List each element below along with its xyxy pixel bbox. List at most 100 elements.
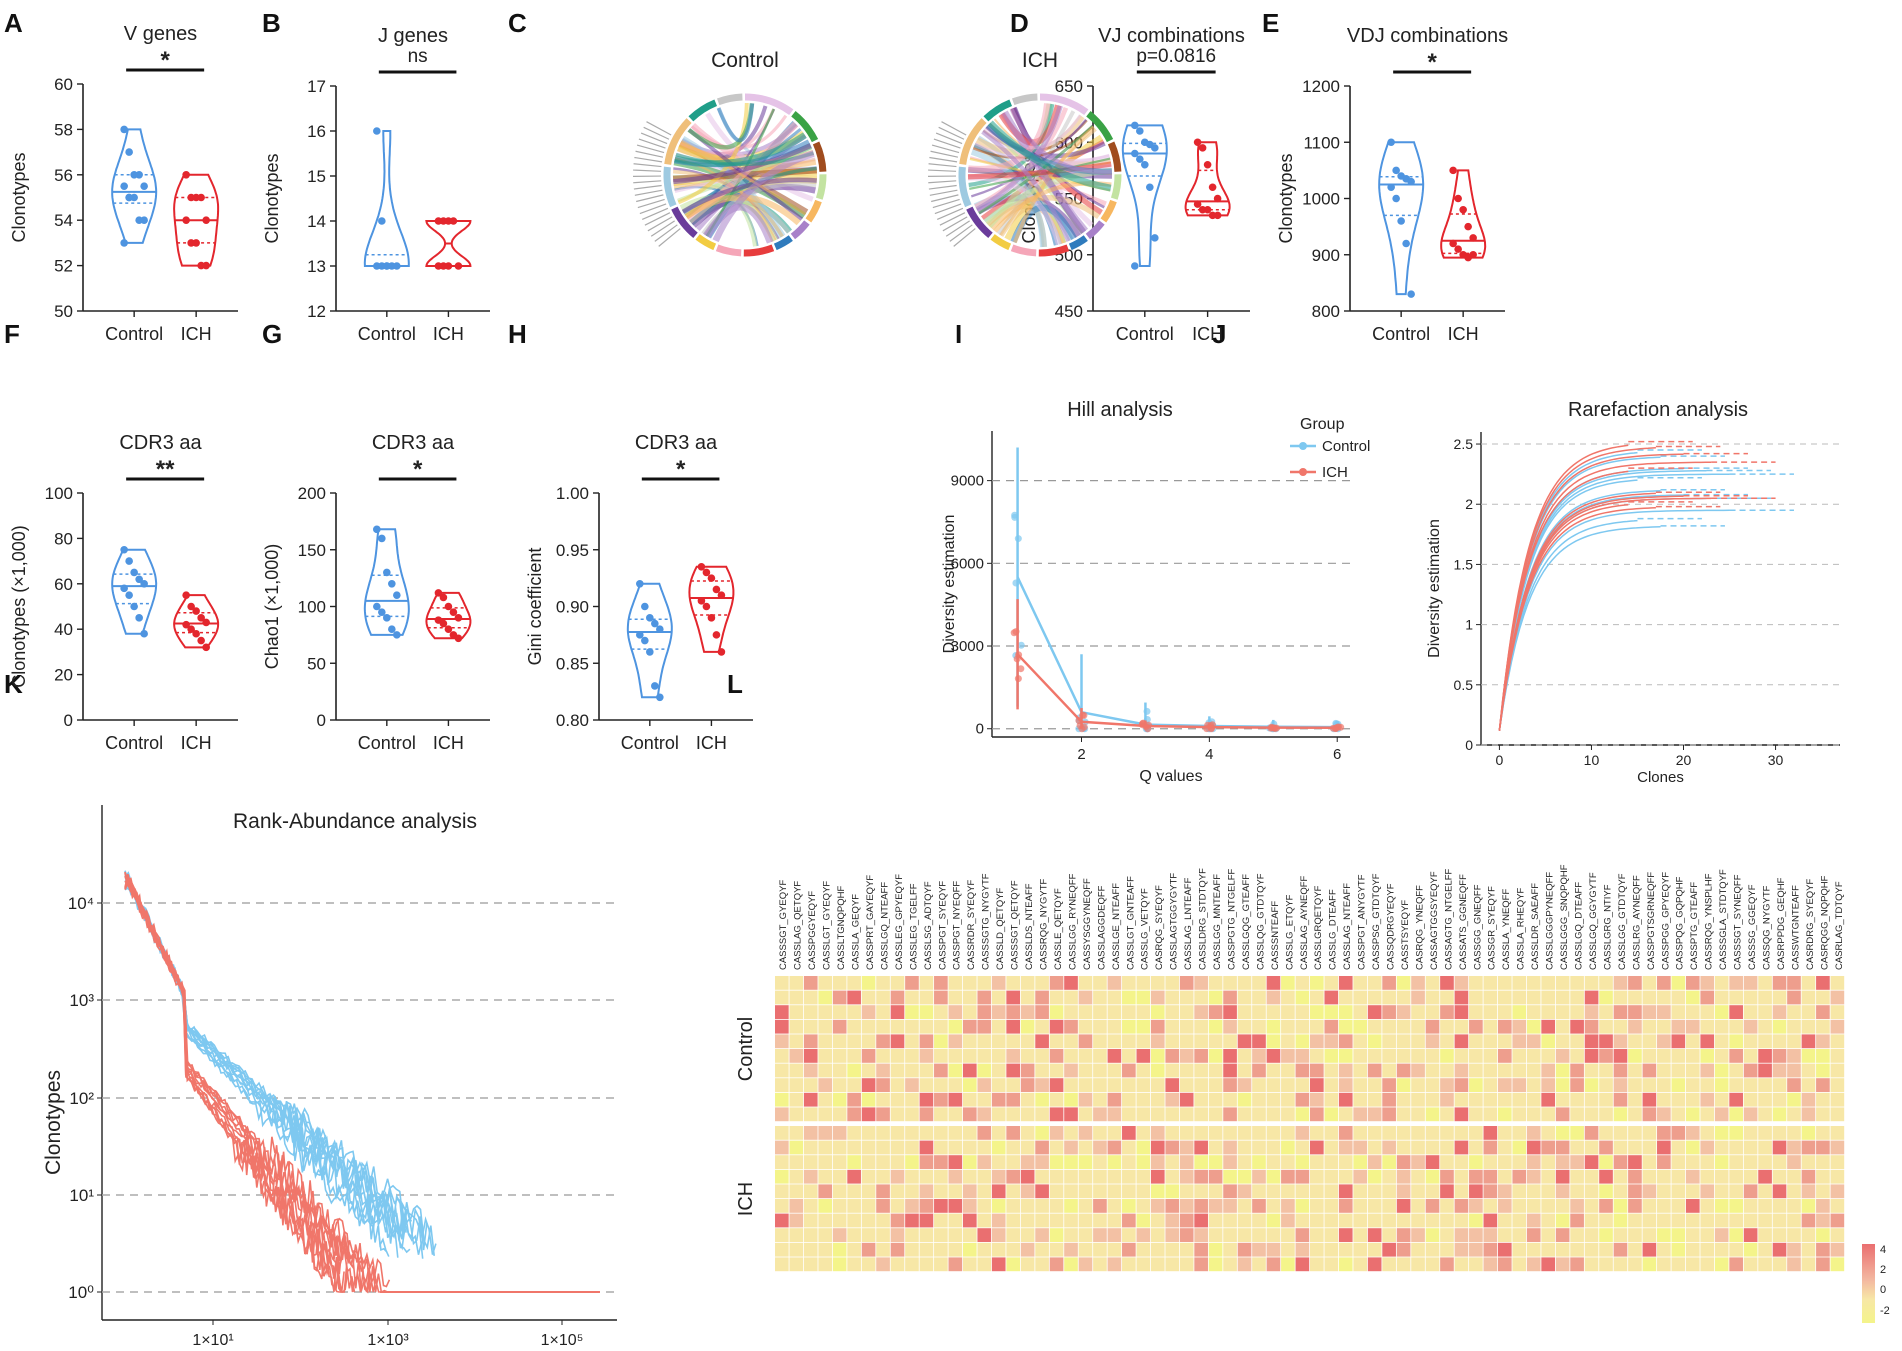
y-tick-label: 80: [54, 529, 73, 548]
rank-abundance-panel: Rank-Abundance analysis10⁰10¹10²10³10⁴1×…: [42, 805, 617, 1349]
heatmap-cell: [1064, 1199, 1078, 1213]
heatmap-cell: [1295, 1019, 1310, 1034]
heatmap-cell: [1584, 1155, 1599, 1169]
heatmap-cell: [1324, 1140, 1339, 1155]
heatmap-cell: [832, 1257, 847, 1272]
heatmap-cell: [948, 1169, 963, 1184]
data-point: [717, 648, 726, 656]
heatmap-cell: [1382, 1126, 1396, 1140]
heatmap-cell: [1078, 1199, 1093, 1213]
heatmap-cell: [1194, 1078, 1208, 1092]
chord-label-mark: [635, 150, 664, 158]
heatmap-cell: [991, 990, 1006, 1005]
chord-label-mark: [639, 203, 667, 215]
heatmap-cell: [1310, 1019, 1324, 1034]
heatmap-cell: [1150, 1092, 1165, 1107]
heatmap-cell: [1787, 1140, 1801, 1155]
heatmap-cell: [1266, 1155, 1281, 1169]
heatmap-cell: [818, 1155, 833, 1169]
heatmap-cell: [1700, 1140, 1715, 1155]
heatmap-cell: [1671, 1169, 1686, 1184]
heatmap-cell: [1035, 1213, 1049, 1228]
heatmap-cell: [832, 1078, 847, 1092]
heatmap-cell: [919, 1078, 934, 1092]
y-tick-label: 1: [1465, 617, 1473, 633]
x-tick-label: ICH: [181, 324, 212, 344]
y-tick-label: 50: [54, 302, 73, 321]
heatmap-cell: [1584, 1228, 1599, 1242]
heatmap-cell: [1237, 1005, 1252, 1019]
heatmap-cell: [1295, 1242, 1310, 1257]
heatmap-cell: [1787, 1213, 1801, 1228]
heatmap-cell: [1714, 1155, 1729, 1169]
chord-label-mark: [949, 224, 973, 242]
heatmap-cell: [1107, 990, 1122, 1005]
heatmap-cell: [1570, 1019, 1584, 1034]
heatmap-cell: [1483, 1078, 1498, 1092]
data-point: [1203, 160, 1212, 169]
heatmap-cell: [1772, 1213, 1787, 1228]
heatmap-cell: [1483, 1242, 1498, 1257]
heatmap-column-label: CASSLA_YNEQFF: [1501, 889, 1512, 970]
heatmap-cell: [789, 1126, 804, 1140]
heatmap-cell: [803, 1213, 818, 1228]
heatmap-cell: [803, 1140, 818, 1155]
heatmap-column-label: CASSAGTGGSYEQYF: [1429, 871, 1440, 970]
heatmap-cell: [775, 1199, 789, 1213]
heatmap-cell: [789, 1213, 804, 1228]
heatmap-cell: [1440, 1155, 1454, 1169]
heatmap-cell: [1266, 976, 1281, 990]
heatmap-cell: [1252, 1034, 1266, 1049]
heatmap-cell: [1830, 1049, 1845, 1063]
chord-label-mark: [633, 180, 662, 184]
heatmap-cell: [1006, 1019, 1021, 1034]
panel-label-D: D: [1010, 8, 1029, 38]
heatmap-cell: [1382, 1078, 1396, 1092]
heatmap-cell: [1628, 1126, 1642, 1140]
heatmap-cell: [1628, 1169, 1642, 1184]
data-point: [434, 589, 443, 597]
heatmap-cell: [1035, 1107, 1049, 1122]
heatmap-cell: [1440, 1242, 1454, 1257]
heatmap-cell: [832, 1199, 847, 1213]
heatmap-cell: [1122, 1126, 1136, 1140]
heatmap-cell: [1512, 1063, 1527, 1078]
heatmap-cell: [1194, 1005, 1208, 1019]
panel-label-B: B: [262, 8, 281, 38]
heatmap-cell: [1642, 1169, 1657, 1184]
heatmap-cell: [832, 1034, 847, 1049]
heatmap-cell: [1685, 1107, 1700, 1122]
heatmap-cell: [1497, 1078, 1512, 1092]
heatmap-cell: [977, 1199, 992, 1213]
heatmap-cell: [1599, 1126, 1613, 1140]
heatmap-cell: [1006, 1049, 1021, 1063]
heatmap-cell: [1613, 990, 1628, 1005]
heatmap-cell: [1223, 1063, 1237, 1078]
heatmap-cell: [890, 1228, 905, 1242]
heatmap-cell: [1396, 1199, 1411, 1213]
significance-label: ns: [408, 46, 428, 67]
heatmap-cell: [1555, 1078, 1570, 1092]
panel-title: Hill analysis: [1067, 399, 1173, 421]
data-point: [1011, 513, 1019, 521]
violin-control: [1121, 124, 1168, 267]
heatmap-cell: [1353, 1005, 1368, 1019]
heatmap-cell: [1338, 976, 1353, 990]
heatmap-cell: [1020, 1078, 1035, 1092]
heatmap-cell: [1628, 1199, 1642, 1213]
heatmap-cell: [1425, 1169, 1440, 1184]
heatmap-cell: [1816, 1169, 1830, 1184]
heatmap-cell: [1194, 1169, 1208, 1184]
y-axis-label: Clonotypes: [9, 152, 29, 242]
heatmap-cell: [890, 1169, 905, 1184]
heatmap-cell: [861, 1126, 876, 1140]
heatmap-cell: [1425, 1126, 1440, 1140]
heatmap-cell: [934, 1092, 948, 1107]
heatmap-cell: [1526, 1005, 1541, 1019]
y-tick-label: 900: [1312, 246, 1340, 265]
rarefaction-curve: [1498, 447, 1656, 731]
heatmap-cell: [1584, 1107, 1599, 1122]
heatmap-cell: [1425, 1155, 1440, 1169]
heatmap-cell: [1512, 1140, 1527, 1155]
heatmap-cell: [991, 1078, 1006, 1092]
